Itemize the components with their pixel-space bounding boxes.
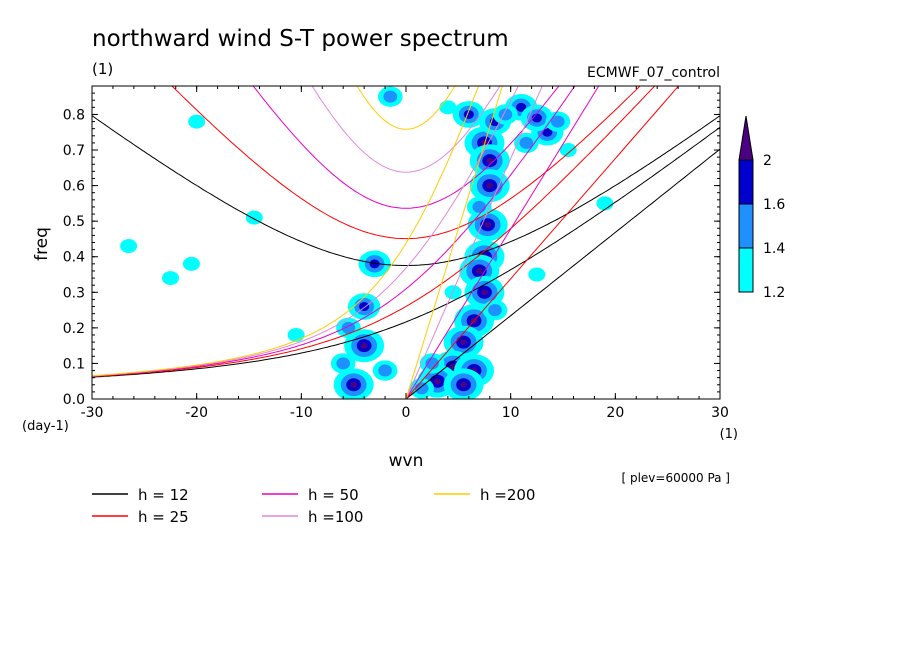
curve-eig0-h200 <box>405 86 480 244</box>
power-contours <box>120 86 614 399</box>
x-tick-label-2: -10 <box>290 405 313 421</box>
power-blob-11-level-3 <box>434 378 441 385</box>
y-tick-label-7: 0.7 <box>63 143 85 159</box>
subtitle-left: (1) <box>92 60 113 78</box>
power-blob-37-level-0 <box>188 114 206 129</box>
colorbar-segment-1 <box>738 203 754 249</box>
x-tick-label-1: -20 <box>185 405 208 421</box>
curve-ig1-h50 <box>252 86 560 209</box>
chart-title: northward wind S-T power spectrum <box>92 26 509 52</box>
curve-mrg-h12 <box>92 321 407 378</box>
y-tick-label-1: 0.1 <box>63 356 85 372</box>
legend-label-3: h =100 <box>308 508 363 526</box>
y-tick-label-5: 0.5 <box>63 214 85 230</box>
power-blob-38-level-0 <box>559 143 577 158</box>
curve-eig0-h50 <box>405 86 576 290</box>
power-blob-1-level-3 <box>486 157 494 164</box>
power-blob-26-level-1 <box>488 304 502 317</box>
curve-kelvin-h25 <box>405 86 680 399</box>
power-blob-24-level-1 <box>519 136 534 149</box>
legend-label-2: h = 50 <box>308 486 359 504</box>
colorbar-label-2: 1.6 <box>763 197 785 213</box>
y-tick-label-0: 0.0 <box>63 392 85 408</box>
y-tick-label-4: 0.4 <box>63 250 85 266</box>
power-blob-15-level-2 <box>369 259 380 269</box>
power-blob-29-level-1 <box>414 382 429 395</box>
colorbar-segment-2 <box>738 159 754 205</box>
power-blob-12-level-3 <box>460 381 467 388</box>
power-blob-18-level-2 <box>542 127 553 137</box>
axis-ticks: -30 -20 -10 0 10 20 30 0.0 0.1 0.2 0.3 0.4 0.5 0.6 0.7… <box>63 85 729 421</box>
y-tick-label-2: 0.2 <box>63 321 85 337</box>
plev-annotation: [ plev=60000 Pa ] <box>621 471 730 485</box>
power-blob-39-level-0 <box>596 196 614 211</box>
y-tick-label-6: 0.6 <box>63 179 85 195</box>
curve-mrg-h25 <box>92 305 407 378</box>
power-blob-27-level-1 <box>425 357 439 370</box>
dispersion-curves <box>92 86 720 399</box>
curve-ig1-h12 <box>92 115 720 266</box>
power-blob-35-level-0 <box>162 271 179 286</box>
curve-eig0-h25 <box>405 86 656 307</box>
power-blob-32-level-1 <box>336 357 351 370</box>
x-tick-label-3: 0 <box>402 405 411 421</box>
power-blob-42-level-0 <box>439 100 457 115</box>
power-blob-30-level-1 <box>383 90 398 103</box>
x-unit-label: (1) <box>720 427 738 442</box>
curve-mrg-h200 <box>92 243 407 377</box>
colorbar-label-1: 1.4 <box>763 241 785 257</box>
curve-kelvin-h200 <box>405 86 503 399</box>
x-tick-label-4: 10 <box>502 405 520 421</box>
power-blob-3-level-3 <box>484 221 492 228</box>
power-blob-5-level-3 <box>475 267 483 274</box>
y-tick-label-3: 0.3 <box>63 285 85 301</box>
curve-ig1-h25 <box>171 86 641 240</box>
x-tick-label-0: -30 <box>81 405 104 421</box>
y-axis-label: freq <box>32 227 52 261</box>
y-tick-label-8: 0.8 <box>63 107 85 123</box>
power-blob-33-level-0 <box>182 256 200 271</box>
power-blob-34-level-0 <box>120 239 138 254</box>
curve-eig0-h100 <box>405 86 519 269</box>
power-blob-2-level-3 <box>486 182 494 189</box>
power-blob-40-level-0 <box>528 267 546 282</box>
colorbar-arrow <box>738 115 754 161</box>
power-blob-6-level-3 <box>481 289 488 296</box>
x-tick-label-5: 20 <box>606 405 624 421</box>
power-blob-31-level-1 <box>378 364 392 377</box>
power-blob-13-level-3 <box>360 342 368 349</box>
legend-label-4: h =200 <box>480 486 535 504</box>
colorbar: 1.2 1.4 1.6 2 <box>738 115 785 301</box>
legend: h = 12 h = 25 h = 50 h =100 h =200 <box>92 486 535 526</box>
power-blob-41-level-0 <box>444 285 462 300</box>
colorbar-label-3: 2 <box>763 153 772 169</box>
power-blob-43-level-0 <box>287 327 305 342</box>
colorbar-label-0: 1.2 <box>763 285 785 301</box>
power-blob-16-level-2 <box>359 302 370 312</box>
power-blob-14-level-3 <box>350 381 358 388</box>
colorbar-segment-0 <box>738 247 754 293</box>
power-blob-8-level-3 <box>460 339 467 346</box>
y-unit-label: (day-1) <box>22 419 69 434</box>
curve-kelvin-h12 <box>405 148 720 399</box>
x-tick-label-6: 30 <box>711 405 729 421</box>
curve-eig0-h12 <box>405 126 720 323</box>
legend-label-1: h = 25 <box>138 508 189 526</box>
curve-ig1-h100 <box>311 86 501 173</box>
curve-kelvin-h100 <box>405 86 543 399</box>
x-axis-label: wvn <box>389 451 424 471</box>
curve-kelvin-h50 <box>405 86 600 399</box>
curve-ig1-h200 <box>356 86 456 130</box>
subtitle-right: ECMWF_07_control <box>587 65 720 81</box>
power-blob-25-level-1 <box>472 200 487 213</box>
legend-label-0: h = 12 <box>138 486 189 504</box>
power-blob-17-level-2 <box>516 102 527 112</box>
power-blob-23-level-1 <box>550 115 565 128</box>
